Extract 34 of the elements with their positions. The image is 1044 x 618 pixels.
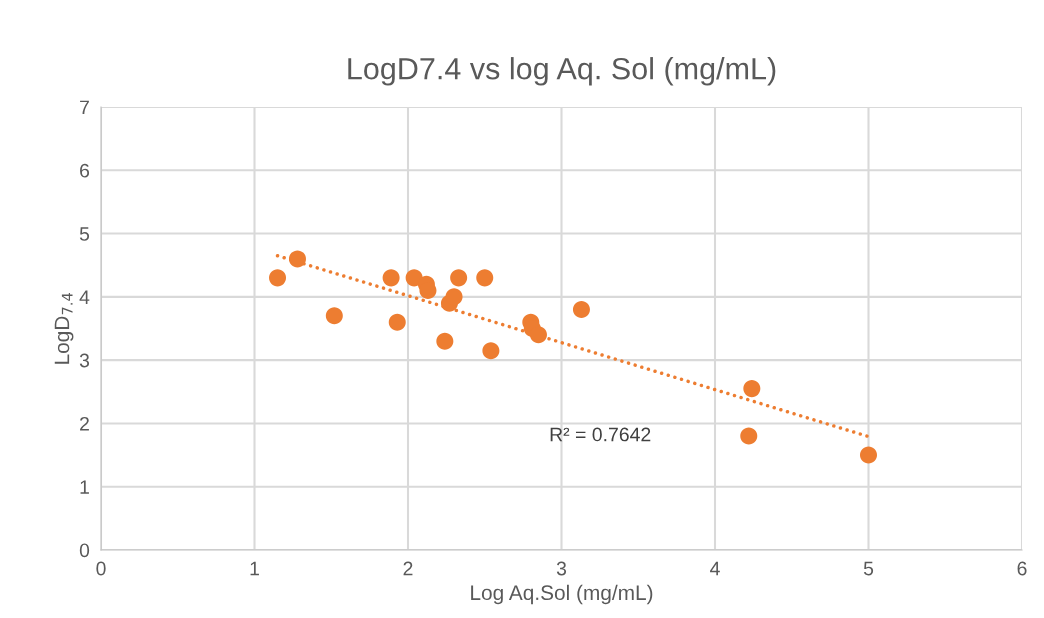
- x-tick-label: 1: [250, 561, 259, 576]
- y-tick-label: 5: [79, 227, 90, 241]
- y-tick-label: 7: [80, 100, 89, 115]
- point: [482, 342, 500, 360]
- x-axis-title: Log Aq.Sol (mg/mL): [471, 584, 653, 605]
- y-tick-label: 4: [79, 290, 90, 304]
- point: [269, 269, 287, 287]
- x-tick-label: 4: [710, 561, 720, 576]
- point: [288, 250, 306, 268]
- y-tick-label: 0: [79, 543, 90, 558]
- point: [450, 269, 468, 287]
- x-tick-label: 0: [96, 561, 106, 576]
- y-tick-label: 6: [80, 163, 90, 178]
- y-axis-title: LogD$_{7.4}$: [54, 293, 74, 364]
- point: [382, 269, 400, 287]
- point: [388, 313, 406, 331]
- y-tick-label: 3: [79, 353, 90, 368]
- point: [743, 380, 761, 398]
- point: [445, 288, 463, 306]
- chart-title: LogD7.4 vs log Aq. Sol (mg/mL): [348, 57, 776, 86]
- point: [572, 301, 590, 319]
- point: [436, 332, 454, 350]
- point: [740, 427, 758, 445]
- point: [859, 446, 878, 464]
- x-tick-label: 3: [556, 561, 567, 576]
- y-tick-label: 2: [80, 416, 89, 431]
- x-tick-label: 2: [403, 561, 413, 576]
- x-tick-label: 5: [863, 561, 874, 576]
- annotation: R² = 0.7642: [550, 427, 651, 442]
- point: [529, 326, 547, 344]
- y-tick-label: 1: [80, 480, 89, 494]
- point: [325, 307, 343, 325]
- x-tick-label: 6: [1017, 561, 1027, 576]
- point: [476, 269, 494, 287]
